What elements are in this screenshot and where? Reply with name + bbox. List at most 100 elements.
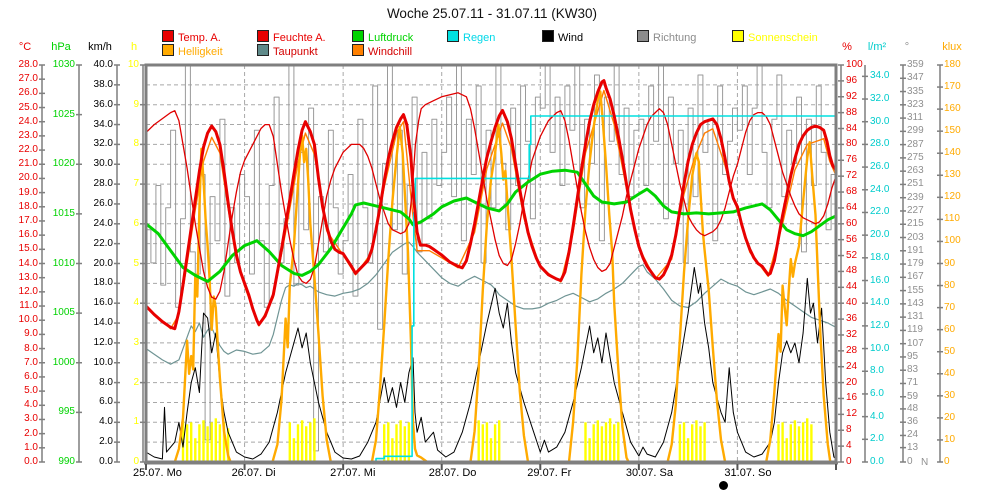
tick-label-degC: 26.0 xyxy=(18,87,38,99)
tick-label-pct: 76 xyxy=(846,154,858,166)
sunshine-bar xyxy=(793,420,797,461)
sunshine-bar xyxy=(383,424,386,461)
tick-label-kmh: 6.0 xyxy=(99,396,113,408)
tick-label-deg: 251 xyxy=(907,178,924,190)
tick-label-kmh: 40.0 xyxy=(93,59,113,70)
tick-label-deg: 0 xyxy=(907,456,913,467)
tick-label-deg: 323 xyxy=(907,98,924,110)
tick-label-pct: 8 xyxy=(846,424,852,436)
legend-item-temp-a-: Temp. A. xyxy=(162,30,221,44)
sunshine-bar xyxy=(222,422,226,461)
tick-label-degC: 10.0 xyxy=(18,314,38,326)
tick-label-kmh: 38.0 xyxy=(93,78,113,90)
tick-label-degC: 4.0 xyxy=(24,399,38,411)
day-label: 31.07. So xyxy=(724,467,772,479)
tick-label-hPa: 1030 xyxy=(52,59,75,70)
tick-label-deg: 335 xyxy=(907,85,924,97)
tick-label-deg: 119 xyxy=(907,324,923,336)
tick-label-pct: 20 xyxy=(846,376,858,388)
sunshine-bar xyxy=(695,420,698,461)
tick-label-deg: 131 xyxy=(907,311,924,323)
tick-label-deg: 191 xyxy=(907,244,924,256)
sunshine-bar xyxy=(584,422,587,461)
day-label: 30.07. Sa xyxy=(625,467,673,479)
axis-unit-label-degC: °C xyxy=(18,41,32,53)
sunshine-bar xyxy=(703,422,706,461)
tick-label-degC: 24.0 xyxy=(18,115,38,127)
tick-label-lm2: 28.0 xyxy=(870,138,890,150)
tick-label-lm2: 30.0 xyxy=(870,115,890,127)
sunshine-bar xyxy=(686,438,690,461)
sunshine-bar xyxy=(806,418,809,461)
legend-color-swatch xyxy=(542,30,554,42)
tick-label-lm2: 14.0 xyxy=(870,297,890,309)
sunshine-bar xyxy=(810,424,813,461)
tick-label-degC: 27.0 xyxy=(18,73,38,85)
tick-label-degC: 7.0 xyxy=(24,356,38,368)
sunshine-bar xyxy=(288,422,291,461)
tick-label-deg: 239 xyxy=(907,191,924,203)
sunshine-bar xyxy=(407,422,411,461)
legend-item-wind: Wind xyxy=(542,30,583,44)
sunshine-bar xyxy=(789,424,792,461)
tick-label-pct: 68 xyxy=(846,186,858,198)
series-regen-line xyxy=(375,115,835,461)
tick-label-degC: 17.0 xyxy=(18,214,38,226)
tick-label-degC: 5.0 xyxy=(24,385,38,397)
sunshine-bar xyxy=(292,438,296,461)
tick-label-degC: 19.0 xyxy=(18,186,38,198)
tick-label-lm2: 4.0 xyxy=(870,410,884,422)
tick-label-lm2: 6.0 xyxy=(870,387,884,399)
tick-label-degC: 0.0 xyxy=(24,456,38,467)
tick-label-pct: 48 xyxy=(846,265,858,277)
tick-label-klux: 10 xyxy=(944,433,956,445)
legend-item-luftdruck: Luftdruck xyxy=(352,30,414,44)
sunshine-bar xyxy=(801,422,805,461)
tick-label-pct: 4 xyxy=(846,440,852,452)
tick-label-degC: 15.0 xyxy=(18,243,38,255)
legend-item-richtung: Richtung xyxy=(637,30,696,44)
tick-label-kmh: 16.0 xyxy=(93,297,113,309)
tick-label-degC: 9.0 xyxy=(24,328,38,340)
tick-label-lm2: 24.0 xyxy=(870,183,890,195)
tick-label-kmh: 4.0 xyxy=(99,416,113,428)
tick-label-degC: 2.0 xyxy=(24,427,38,439)
legend-color-swatch xyxy=(447,30,459,42)
compass-north-label: N xyxy=(921,457,929,468)
tick-label-klux: 180 xyxy=(944,59,961,70)
sunshine-bar xyxy=(309,422,312,461)
tick-label-deg: 299 xyxy=(907,125,924,137)
tick-label-lm2: 34.0 xyxy=(870,70,890,82)
tick-label-degC: 22.0 xyxy=(18,144,38,156)
tick-label-h: 1 xyxy=(133,416,139,428)
tick-label-hPa: 1000 xyxy=(52,356,75,368)
tick-label-degC: 3.0 xyxy=(24,413,38,425)
tick-label-kmh: 8.0 xyxy=(99,376,113,388)
tick-label-kmh: 18.0 xyxy=(93,277,113,289)
tick-label-h: 9 xyxy=(133,98,139,110)
sunshine-bar xyxy=(403,426,406,461)
tick-label-hPa: 995 xyxy=(58,406,75,418)
tick-label-degC: 16.0 xyxy=(18,229,38,241)
tick-label-degC: 8.0 xyxy=(24,342,38,354)
tick-label-pct: 96 xyxy=(846,74,858,86)
tick-label-pct: 92 xyxy=(846,90,858,102)
tick-label-pct: 100 xyxy=(846,59,863,70)
tick-label-klux: 140 xyxy=(944,147,961,159)
tick-label-deg: 36 xyxy=(907,416,919,428)
legend-label: Helligkeit xyxy=(178,46,223,58)
tick-label-degC: 1.0 xyxy=(24,441,38,453)
tick-label-kmh: 28.0 xyxy=(93,178,113,190)
tick-label-degC: 14.0 xyxy=(18,257,38,269)
sunshine-bar xyxy=(481,424,484,461)
legend-label: Sonnenschein xyxy=(748,32,818,44)
axis-unit-label-lm2: l/m² xyxy=(867,41,887,53)
tick-label-lm2: 22.0 xyxy=(870,206,890,218)
sunshine-bar xyxy=(190,422,193,461)
legend-label: Luftdruck xyxy=(368,32,414,44)
tick-label-klux: 90 xyxy=(944,257,956,269)
tick-label-hPa: 1025 xyxy=(52,108,75,120)
sunshine-bar xyxy=(596,420,599,461)
sunshine-bar xyxy=(485,422,489,461)
